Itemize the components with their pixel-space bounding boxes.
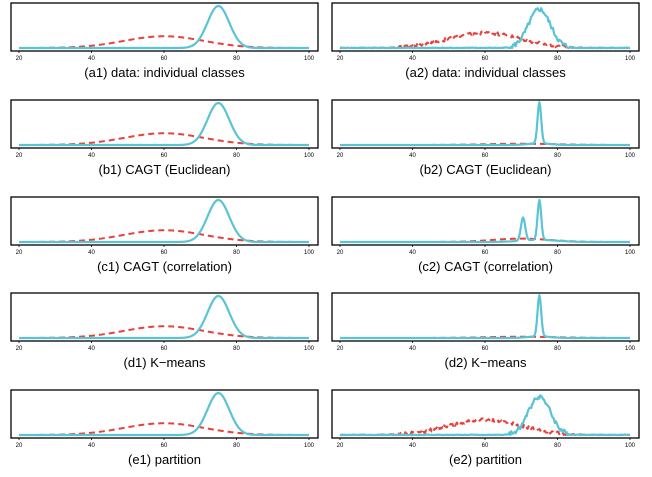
x-tick-label: 20 [16,443,23,449]
x-tick-label: 100 [304,250,315,256]
x-tick-label: 80 [233,250,240,256]
x-tick-label: 20 [16,56,23,62]
panel-d2: 20 40 60 80 100 (d2) K−means [331,292,640,370]
x-tick-label: 100 [304,56,315,62]
x-tick-label: 40 [409,346,416,352]
series-line-cyan-solid [339,198,631,244]
series-line-cyan-solid [339,394,631,437]
series-line-red-dashed [18,229,310,243]
panel-a2: 20 40 60 80 100 (a2) data: individual classes [331,2,640,80]
panel-d1: 20 40 60 80 100 (d1) K−means [10,292,319,370]
x-tick-label: 40 [409,153,416,159]
panel-caption: (e2) partition [449,452,522,467]
x-tick-label: 60 [161,56,168,62]
x-tick-label: 40 [409,443,416,449]
x-tick-label: 40 [88,153,95,159]
x-tick-label: 60 [161,346,168,352]
panel-frame [10,2,319,52]
x-tick-label: 100 [625,346,636,352]
series-line-cyan-solid [18,294,310,340]
x-tick-label: 20 [337,56,344,62]
x-tick-label: 60 [482,346,489,352]
panel-frame [10,389,319,439]
x-tick-label: 60 [161,153,168,159]
x-tick-label: 40 [88,346,95,352]
panel-caption: (d1) K−means [123,355,206,370]
panel-c2: 20 40 60 80 100 (c2) CAGT (correlation) [331,196,640,274]
panel-caption: (c1) CAGT (correlation) [97,259,232,274]
x-tick-label: 100 [625,153,636,159]
x-tick-label: 100 [304,346,315,352]
x-tick-label: 20 [337,250,344,256]
x-tick-label: 40 [88,443,95,449]
panel-b1: 20 40 60 80 100 (b1) CAGT (Euclidean) [10,99,319,177]
x-tick-label: 80 [233,153,240,159]
series-line-cyan-solid [339,294,631,340]
panel-e1: 20 40 60 80 100 (e1) partition [10,389,319,467]
x-tick-label: 80 [554,56,561,62]
x-tick-label: 80 [233,56,240,62]
x-tick-label: 60 [161,443,168,449]
panel-caption: (d2) K−means [444,355,527,370]
series-line-cyan-solid [18,198,310,244]
series-line-cyan-solid [18,101,310,147]
x-tick-label: 100 [304,153,315,159]
x-tick-label: 20 [337,153,344,159]
series-line-red-dashed [339,30,631,49]
x-tick-label: 40 [409,250,416,256]
panel-caption: (c2) CAGT (correlation) [418,259,553,274]
panel-frame [331,292,640,342]
x-tick-label: 80 [233,346,240,352]
x-tick-label: 60 [482,56,489,62]
x-tick-label: 20 [337,443,344,449]
panel-a1: 20 40 60 80 100 (a1) data: individual classes [10,2,319,80]
series-line-cyan-solid [18,4,310,50]
panel-frame [331,389,640,439]
x-tick-label: 80 [554,346,561,352]
panel-caption: (a1) data: individual classes [84,65,245,80]
x-tick-label: 40 [409,56,416,62]
series-line-red-dashed [339,417,631,436]
panel-frame [10,99,319,149]
series-line-cyan-solid [339,7,631,50]
x-tick-label: 100 [625,56,636,62]
series-line-red-dashed [18,35,310,49]
panel-frame [10,196,319,246]
panel-e2: 20 40 60 80 100 (e2) partition [331,389,640,467]
panel-frame [10,292,319,342]
x-tick-label: 60 [482,443,489,449]
x-tick-label: 40 [88,250,95,256]
x-tick-label: 40 [88,56,95,62]
panel-b2: 20 40 60 80 100 (b2) CAGT (Euclidean) [331,99,640,177]
x-tick-label: 20 [16,153,23,159]
x-tick-label: 100 [304,443,315,449]
x-tick-label: 100 [625,443,636,449]
x-tick-label: 80 [554,153,561,159]
x-tick-label: 80 [233,443,240,449]
panel-frame [331,2,640,52]
panel-caption: (a2) data: individual classes [405,65,566,80]
panel-frame [331,196,640,246]
series-line-cyan-solid [18,391,310,437]
series-line-cyan-solid [339,101,631,147]
panel-frame [331,99,640,149]
panel-caption: (e1) partition [128,452,201,467]
panel-caption: (b1) CAGT (Euclidean) [99,162,231,177]
x-tick-label: 60 [482,153,489,159]
series-line-red-dashed [18,132,310,146]
panel-c1: 20 40 60 80 100 (c1) CAGT (correlation) [10,196,319,274]
x-tick-label: 20 [16,346,23,352]
x-tick-label: 20 [337,346,344,352]
series-line-red-dashed [18,325,310,339]
series-line-red-dashed [18,422,310,436]
x-tick-label: 80 [554,250,561,256]
x-tick-label: 100 [625,250,636,256]
x-tick-label: 80 [554,443,561,449]
x-tick-label: 60 [482,250,489,256]
x-tick-label: 20 [16,250,23,256]
panel-caption: (b2) CAGT (Euclidean) [420,162,552,177]
x-tick-label: 60 [161,250,168,256]
